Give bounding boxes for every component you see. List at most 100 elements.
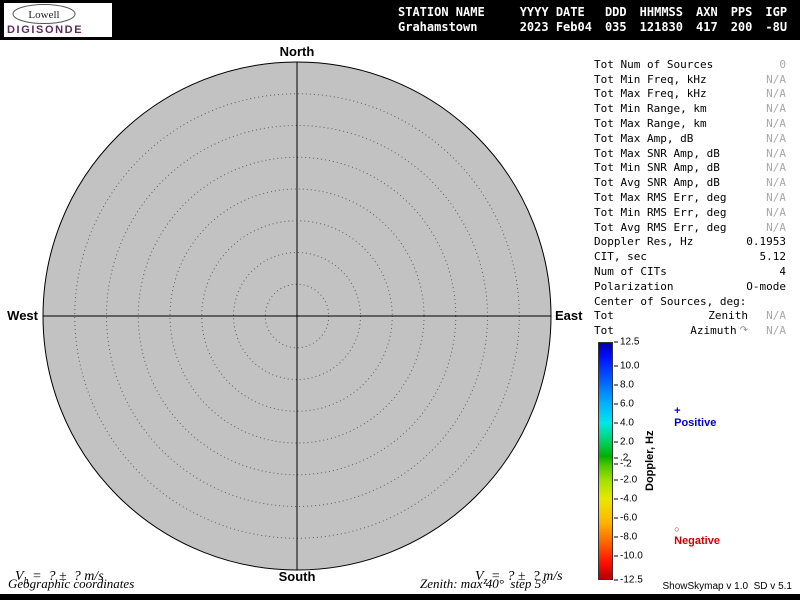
vh-symbol: V [15,569,24,584]
stat-label: CIT, sec [594,250,647,264]
date-value: 2023 Feb04 [519,20,592,34]
stat-row: Tot Max Range, km N/A [594,116,786,131]
tick-mark [614,422,618,424]
tick-label: -10.0 [620,550,643,562]
tick-mark [614,555,618,557]
stat-value: 5.12 [759,250,787,264]
date-label: YYYY DATE [519,5,585,19]
negative-doppler-legend: ○ Negative [668,511,720,547]
stat-label: Tot Max SNR Amp, dB [594,146,720,160]
stat-label: Tot Avg SNR Amp, dB [594,176,720,190]
stat-row: Tot Min Range, km N/A [594,101,786,116]
tick-mark [614,536,618,538]
header-col-pps: PPS 200 [731,5,753,35]
lowell-digisonde-logo: Lowell DIGISONDE [4,3,112,37]
header-col-ddd: DDD 035 [605,5,627,35]
statistics-panel: Tot Num of Sources 0 Tot Min Freq, kHz N/A… [594,57,786,338]
stat-value: 4 [779,265,786,279]
stat-row: Tot Min RMS Err, deg N/A [594,205,786,220]
stat-label: Tot Max Freq, kHz [594,87,707,101]
colorbar-tick: 12.5 [614,337,639,348]
colorbar-tick: .2 [614,453,628,464]
header-col-igp: IGP -8U [765,5,787,35]
tick-label: 6.0 [620,398,634,410]
circle-icon: ○ [674,524,680,534]
stat-label: Tot Min Range, km [594,102,707,116]
stat-value: N/A [766,176,786,190]
tick-mark [614,463,618,465]
header-bar: STATION NAME Grahamstown YYYY DATE 2023 … [0,0,800,40]
colorbar-ticks: 12.5 10.0 8.0 6.0 4.0 2.0 .2 -.2 -2.0 -4… [614,337,658,586]
tick-mark [614,365,618,367]
colorbar-tick: -.2 [614,459,632,470]
compass-label-east: East [555,308,583,323]
stat-label: Tot Max Range, km [594,117,707,131]
horizontal-velocity-readout: Vh = ? ± ? m/s [8,553,104,587]
tick-label: 10.0 [620,360,640,372]
logo-brand-text: Lowell [28,9,59,21]
stat-row: Doppler Res, Hz 0.1953 [594,235,786,250]
colorbar-tick: 6.0 [614,399,634,410]
stat-row: Tot Max Amp, dB N/A [594,131,786,146]
colorbar-tick: -10.0 [614,551,643,562]
stat-label: Polarization [594,279,674,293]
tick-mark [614,479,618,481]
stat-row: Tot Min SNR Amp, dB N/A [594,161,786,176]
doy-label: DDD [604,5,627,19]
stat-label: Tot Max Amp, dB [594,131,694,145]
azimuth-sublabel: Azimuth [690,324,737,338]
tick-mark [614,441,618,443]
colorbar-tick: 4.0 [614,418,634,429]
tick-mark [614,517,618,519]
stat-value: N/A [766,117,786,131]
stat-row: Tot Num of Sources 0 [594,57,786,72]
stat-value: N/A [766,102,786,116]
time-value: 121830 [639,20,683,34]
stat-value: N/A [766,205,786,219]
stat-label: Tot Max RMS Err, deg [594,191,727,205]
pps-value: 200 [730,20,753,34]
stat-value: N/A [766,161,786,175]
colorbar-tick: -4.0 [614,494,637,505]
colorbar-tick: 8.0 [614,380,634,391]
stat-row: Num of CITs 4 [594,264,786,279]
positive-doppler-legend: + Positive [668,393,716,429]
stat-label: Doppler Res, Hz [594,235,694,249]
tick-mark [614,579,618,581]
vh-value: = ? ± ? m/s [28,569,104,584]
software-version: ShowSkymap v 1.0 SD v 5.1 [662,581,792,592]
vz-symbol: V [475,569,484,584]
stat-row: Tot Avg RMS Err, deg N/A [594,220,786,235]
axn-value: 417 [696,20,718,34]
positive-label: Positive [674,417,717,429]
center-of-sources-header: Center of Sources, deg: [594,294,786,309]
stat-value: 0 [779,57,786,71]
colorbar-tick: 10.0 [614,361,639,372]
vertical-velocity-readout: Vz = ? ± ? m/s [468,553,563,587]
stat-label: Tot [594,324,614,338]
stat-value: N/A [766,191,786,205]
stat-row-zenith: Tot Zenith N/A [594,309,786,324]
stat-value: O-mode [746,279,786,293]
tick-label: 8.0 [620,379,634,391]
zenith-sublabel: Zenith [708,309,748,323]
tick-mark [614,341,618,343]
colorbar-tick: 2.0 [614,437,634,448]
header-col-station: STATION NAME Grahamstown [398,5,485,35]
tick-label: 2.0 [620,436,634,448]
igp-value: -8U [765,20,788,34]
stat-row: Tot Max SNR Amp, dB N/A [594,146,786,161]
header-col-date: YYYY DATE 2023 Feb04 [520,5,592,35]
tick-mark [614,384,618,386]
stat-value: N/A [766,324,786,338]
plus-icon: + [674,405,681,417]
header-fields: STATION NAME Grahamstown YYYY DATE 2023 … [398,5,787,35]
doppler-colorbar [598,342,613,580]
header-col-time: HHMMSS 121830 [640,5,683,35]
logo-product-text: DIGISONDE [7,24,83,36]
compass-label-west: West [7,308,38,323]
igp-label: IGP [765,5,788,19]
tick-label: -2.0 [620,474,638,486]
tick-label: -12.5 [620,574,643,586]
stat-row: Tot Min Freq, kHz N/A [594,72,786,87]
